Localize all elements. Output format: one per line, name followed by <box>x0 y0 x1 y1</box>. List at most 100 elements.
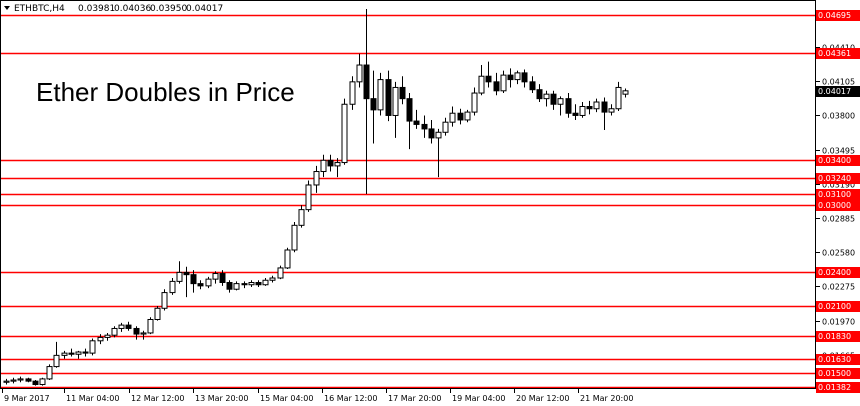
candle-body <box>17 378 24 381</box>
x-tick-label: 9 Mar 2017 <box>4 394 50 403</box>
candle <box>615 81 622 111</box>
x-axis: 9 Mar 2017 11 Mar 04:00 12 Mar 12:00 13 Mar… <box>2 389 633 403</box>
candle-body <box>543 93 550 100</box>
candle <box>212 271 219 284</box>
x-tick-label: 15 Mar 04:00 <box>260 394 313 403</box>
candle <box>277 265 284 280</box>
candle <box>111 326 118 338</box>
candle-body <box>536 89 543 100</box>
level-badge <box>816 48 860 59</box>
candle-body <box>75 351 82 355</box>
candle-body <box>140 332 147 335</box>
candle-body <box>241 283 248 286</box>
y-tick-label: 0.02580 <box>822 249 855 258</box>
candle <box>169 278 176 295</box>
candle <box>608 104 615 116</box>
candle-body <box>399 86 406 100</box>
candle <box>255 280 262 287</box>
level-badge <box>816 155 860 166</box>
level-badge-label: 0.02400 <box>818 268 851 277</box>
candle <box>565 93 572 118</box>
candle <box>392 81 399 138</box>
y-axis: 0.046950.044100.041050.038000.034950.031… <box>816 10 860 395</box>
candle <box>10 377 17 384</box>
level-badge-label: 0.01630 <box>818 355 851 364</box>
candle <box>248 280 255 287</box>
candle-body <box>413 120 420 125</box>
candle <box>25 377 32 383</box>
candle-body <box>327 159 334 167</box>
candle-body <box>349 81 356 105</box>
candle <box>61 350 68 359</box>
candle <box>377 72 384 116</box>
candle-body <box>3 380 10 383</box>
candle <box>579 102 586 118</box>
current-price-label: 0.04017 <box>818 87 851 96</box>
candle-body <box>176 271 183 282</box>
candle-body <box>572 112 579 116</box>
candle <box>161 289 168 311</box>
level-badge <box>816 301 860 312</box>
x-tick-label: 16 Mar 12:00 <box>324 394 377 403</box>
symbol-header: ETHBTC,H4 <box>14 4 65 14</box>
candle-body <box>392 86 399 116</box>
y-tick-label: 0.03800 <box>822 112 855 121</box>
candle <box>543 90 550 107</box>
level-badge-label: 0.01382 <box>818 383 851 392</box>
candle <box>197 280 204 290</box>
x-tick-label: 20 Mar 12:00 <box>516 394 569 403</box>
candle <box>550 90 557 110</box>
candle-body <box>284 249 291 269</box>
candle <box>39 377 46 386</box>
candle-body <box>212 273 219 280</box>
candle <box>68 348 75 357</box>
candle <box>183 266 190 298</box>
candle <box>500 70 507 94</box>
candle <box>313 165 320 193</box>
candle <box>485 61 492 88</box>
x-tick-label: 11 Mar 04:00 <box>66 394 119 403</box>
candle <box>140 330 147 340</box>
candle <box>457 108 464 125</box>
candle-body <box>406 98 413 122</box>
candle <box>449 106 456 127</box>
candle <box>125 321 132 331</box>
ohlc-close: 0.04017 <box>186 4 223 14</box>
y-tick-label: 0.03495 <box>822 147 855 156</box>
candle <box>593 98 600 113</box>
candle-body <box>370 98 377 111</box>
candle-body <box>579 105 586 116</box>
symbol-dropdown-icon[interactable] <box>4 6 10 10</box>
candle <box>89 338 96 356</box>
candle-body <box>154 307 161 320</box>
candle <box>406 93 413 150</box>
candle <box>507 68 514 88</box>
level-badge <box>816 354 860 365</box>
candle-body <box>493 81 500 92</box>
candle <box>233 281 240 291</box>
y-tick-label: 0.01970 <box>822 318 855 327</box>
y-tick-label: 0.04105 <box>822 78 855 87</box>
candle <box>586 100 593 115</box>
candle-body <box>118 324 125 329</box>
candle <box>428 119 435 144</box>
candle <box>385 70 392 122</box>
candle-body <box>514 72 521 81</box>
candle <box>435 128 442 178</box>
candle-body <box>97 336 104 342</box>
level-badge <box>816 189 860 200</box>
candle <box>104 332 111 341</box>
candle <box>349 76 356 110</box>
candle-body <box>356 64 363 83</box>
level-badge-label: 0.04361 <box>818 49 851 58</box>
level-badge <box>816 173 860 184</box>
candle-body <box>593 101 600 110</box>
candle <box>262 278 269 286</box>
level-badge-label: 0.03100 <box>818 190 851 199</box>
x-tick-label: 19 Mar 04:00 <box>452 394 505 403</box>
candle <box>521 69 528 88</box>
candle-body <box>39 378 46 386</box>
level-badge-label: 0.01830 <box>818 332 851 341</box>
x-tick-label: 17 Mar 20:00 <box>388 394 441 403</box>
x-tick-label: 21 Mar 20:00 <box>580 394 633 403</box>
